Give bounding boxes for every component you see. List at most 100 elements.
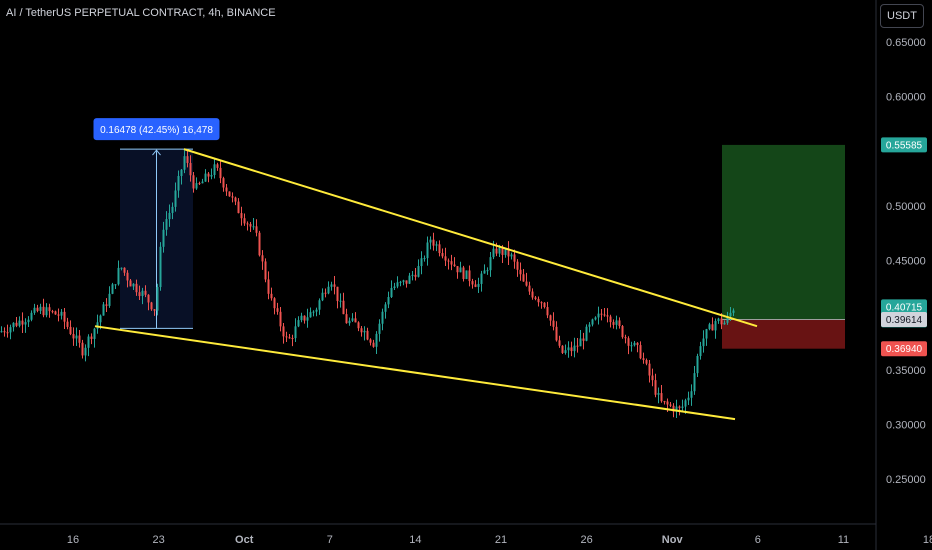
candle-body — [21, 320, 24, 325]
price-label-bg — [881, 341, 927, 357]
candle-body — [441, 253, 444, 257]
candle-body — [384, 304, 387, 312]
candle-body — [213, 164, 216, 175]
candle-body — [291, 338, 294, 340]
candle — [603, 308, 606, 317]
candle — [405, 280, 408, 288]
candle-body — [321, 292, 324, 301]
candle-body — [657, 393, 660, 395]
candle — [531, 288, 534, 300]
candle — [27, 316, 30, 327]
candle-body — [309, 312, 312, 318]
candle — [483, 264, 486, 274]
candle-body — [714, 321, 717, 331]
candle — [276, 302, 279, 315]
candle — [489, 252, 492, 277]
candle — [606, 308, 609, 323]
candle — [108, 286, 111, 308]
candle-body — [582, 338, 585, 341]
candle-body — [102, 304, 105, 316]
candle-body — [297, 320, 300, 327]
candle-body — [663, 401, 666, 403]
candle-body — [564, 350, 567, 353]
candle-body — [372, 342, 375, 347]
candle-body — [324, 292, 327, 294]
candle-body — [237, 201, 240, 214]
candle — [558, 335, 561, 348]
candle — [327, 281, 330, 295]
candle — [396, 276, 399, 289]
candle — [84, 344, 87, 362]
candle-body — [471, 281, 474, 285]
candle-body — [279, 311, 282, 327]
currency-selector[interactable]: USDT — [880, 4, 924, 28]
candle — [336, 286, 339, 309]
x-tick-label: 23 — [152, 534, 164, 546]
candle — [165, 211, 168, 236]
candle-body — [75, 335, 78, 339]
candle-body — [90, 336, 93, 339]
candle — [72, 327, 75, 346]
candle — [408, 272, 411, 284]
candle-body — [357, 322, 360, 329]
candle-body — [303, 315, 306, 321]
candle-body — [636, 342, 639, 346]
candle-body — [108, 293, 111, 306]
candle — [318, 298, 321, 315]
candle — [135, 279, 138, 296]
candle — [243, 213, 246, 226]
candle — [123, 267, 126, 276]
candle-body — [561, 345, 564, 353]
trendline-upper[interactable] — [183, 148, 758, 328]
candle — [339, 293, 342, 308]
candle — [9, 324, 12, 340]
candle-body — [207, 173, 210, 177]
candle-body — [345, 314, 348, 324]
candle — [144, 285, 147, 298]
candle-body — [45, 307, 48, 316]
candle-body — [423, 258, 426, 260]
candle — [705, 328, 708, 346]
candle-body — [30, 312, 33, 320]
candle-body — [210, 174, 213, 177]
candle — [447, 258, 450, 270]
position-stop-zone[interactable] — [722, 319, 845, 349]
candle — [504, 248, 507, 258]
candle-body — [99, 315, 102, 323]
candle — [435, 241, 438, 252]
candle-body — [144, 290, 147, 295]
candle-body — [480, 273, 483, 284]
candle — [453, 257, 456, 267]
candle — [561, 345, 564, 355]
candle — [468, 265, 471, 287]
candle-body — [720, 318, 723, 325]
candle-body — [444, 256, 447, 261]
candle — [315, 307, 318, 317]
trendline-lower[interactable] — [94, 325, 736, 421]
candle — [330, 281, 333, 291]
candle — [120, 267, 123, 271]
candle — [66, 317, 69, 330]
candle — [576, 338, 579, 353]
candle-body — [537, 298, 540, 303]
candle-body — [729, 312, 732, 317]
candle-body — [348, 320, 351, 324]
candle — [348, 317, 351, 326]
candle-body — [516, 261, 519, 270]
candle — [690, 384, 693, 406]
candle — [297, 316, 300, 328]
candle — [24, 318, 27, 333]
candle — [717, 317, 720, 324]
candle-body — [399, 281, 402, 283]
candle-body — [123, 267, 126, 273]
price-label: 0.39614 — [886, 315, 923, 326]
position-target-zone[interactable] — [722, 144, 845, 320]
candle-body — [162, 229, 165, 247]
candle-body — [672, 405, 675, 412]
candle-body — [675, 406, 678, 412]
candle — [252, 218, 255, 230]
candle — [438, 240, 441, 257]
candle-body — [264, 261, 267, 280]
candle — [111, 282, 114, 295]
